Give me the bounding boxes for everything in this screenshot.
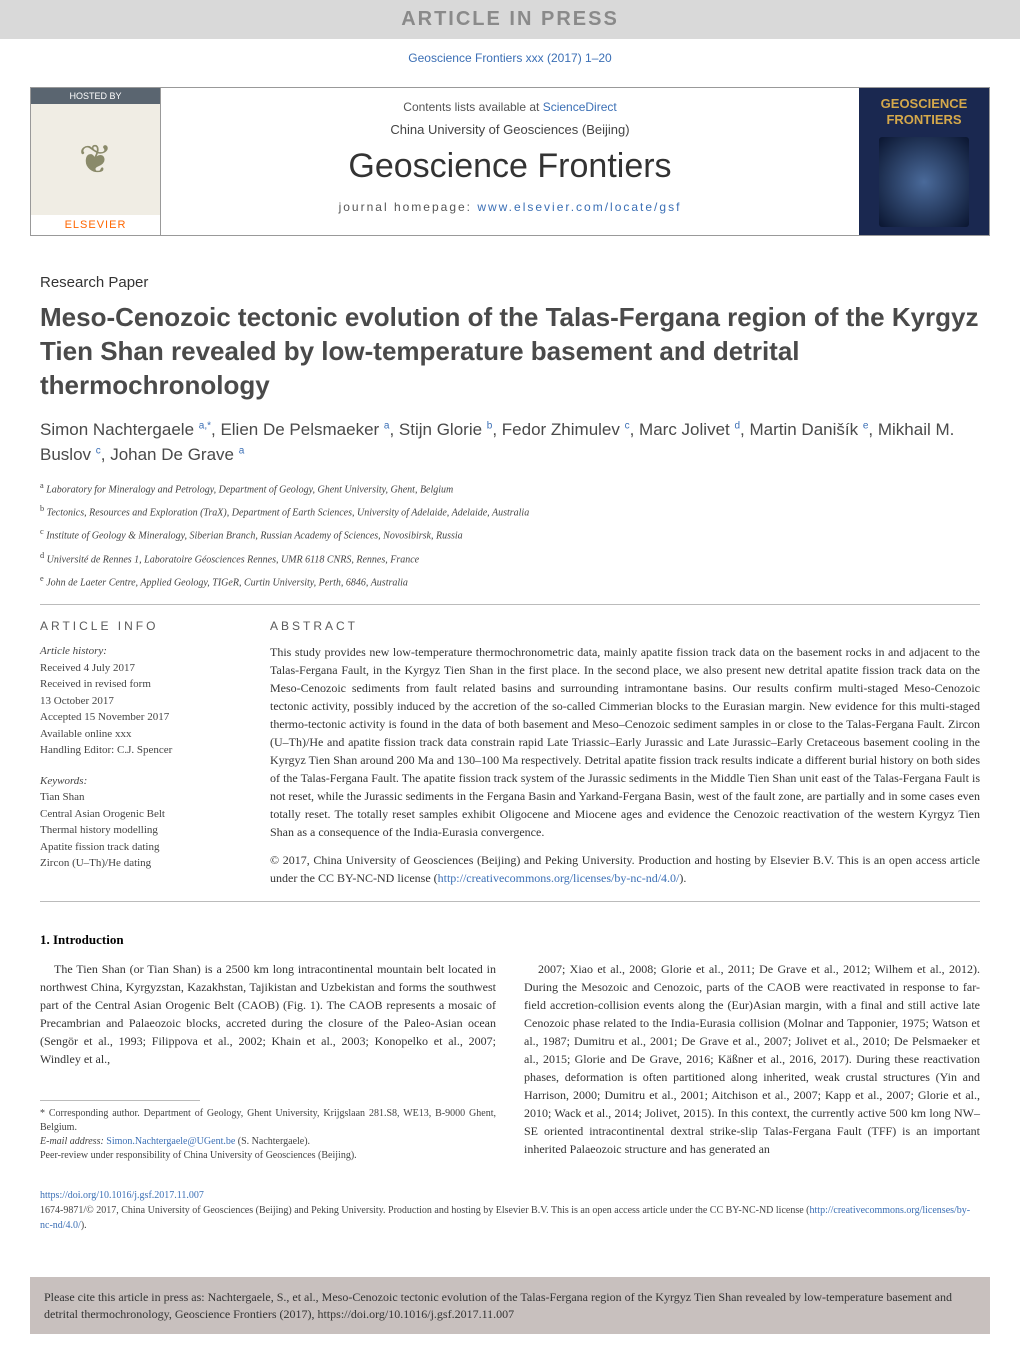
keyword: Zircon (U–Th)/He dating xyxy=(40,857,151,869)
info-abstract-row: ARTICLE INFO Article history: Received 4… xyxy=(40,619,980,887)
homepage-prefix: journal homepage: xyxy=(339,200,478,214)
email-suffix: (S. Nachtergaele). xyxy=(235,1136,310,1147)
abstract-heading: ABSTRACT xyxy=(270,619,980,633)
keyword: Central Asian Orogenic Belt xyxy=(40,808,165,820)
affiliation-line: e John de Laeter Centre, Applied Geology… xyxy=(40,573,980,590)
peer-review-line: Peer-review under responsibility of Chin… xyxy=(40,1149,496,1163)
homepage-line: journal homepage: www.elsevier.com/locat… xyxy=(173,200,847,214)
history-line: Accepted 15 November 2017 xyxy=(40,711,169,723)
corresponding-author: * Corresponding author. Department of Ge… xyxy=(40,1107,496,1135)
history-line: Available online xxx xyxy=(40,728,131,740)
history-line: Received 4 July 2017 xyxy=(40,662,135,674)
university-line: China University of Geosciences (Beijing… xyxy=(173,122,847,137)
keyword: Tian Shan xyxy=(40,791,85,803)
intro-body: The Tien Shan (or Tian Shan) is a 2500 k… xyxy=(40,960,980,1166)
copyright-close: ). xyxy=(679,871,686,885)
sciencedirect-link[interactable]: ScienceDirect xyxy=(543,100,617,114)
email-link[interactable]: Simon.Nachtergaele@UGent.be xyxy=(106,1136,235,1147)
license-link[interactable]: http://creativecommons.org/licenses/by-n… xyxy=(438,871,680,885)
header-center: Contents lists available at ScienceDirec… xyxy=(161,88,859,235)
elsevier-tree-icon: ❦ xyxy=(31,104,160,215)
abstract-text: This study provides new low-temperature … xyxy=(270,643,980,841)
doi-block: https://doi.org/10.1016/j.gsf.2017.11.00… xyxy=(40,1184,980,1233)
hosted-by-column: HOSTED BY ❦ ELSEVIER xyxy=(31,88,161,235)
cite-this-article-box: Please cite this article in press as: Na… xyxy=(30,1277,990,1335)
intro-paragraph-1: The Tien Shan (or Tian Shan) is a 2500 k… xyxy=(40,960,496,1068)
elsevier-label: ELSEVIER xyxy=(31,215,160,235)
corresponding-author-block: * Corresponding author. Department of Ge… xyxy=(40,1086,496,1163)
journal-cover: GEOSCIENCE FRONTIERS xyxy=(859,88,989,235)
affiliation-line: a Laboratory for Mineralogy and Petrolog… xyxy=(40,480,980,497)
abstract-column: ABSTRACT This study provides new low-tem… xyxy=(270,619,980,887)
affiliations-block: a Laboratory for Mineralogy and Petrolog… xyxy=(40,480,980,591)
email-line: E-mail address: Simon.Nachtergaele@UGent… xyxy=(40,1135,496,1149)
history-line: 13 October 2017 xyxy=(40,695,114,707)
homepage-link[interactable]: www.elsevier.com/locate/gsf xyxy=(477,200,681,214)
introduction-heading: 1. Introduction xyxy=(40,932,980,948)
divider xyxy=(40,901,980,902)
journal-header: HOSTED BY ❦ ELSEVIER Contents lists avai… xyxy=(30,87,990,236)
keywords-block: Keywords: Tian Shan Central Asian Orogeni… xyxy=(40,773,240,872)
keyword: Apatite fission track dating xyxy=(40,841,159,853)
cover-title: GEOSCIENCE FRONTIERS xyxy=(867,96,981,127)
history-line: Handling Editor: C.J. Spencer xyxy=(40,744,172,756)
divider xyxy=(40,604,980,605)
contents-line: Contents lists available at ScienceDirec… xyxy=(173,100,847,114)
doi-link[interactable]: https://doi.org/10.1016/j.gsf.2017.11.00… xyxy=(40,1190,204,1201)
affiliation-line: b Tectonics, Resources and Exploration (… xyxy=(40,503,980,520)
email-label: E-mail address: xyxy=(40,1136,106,1147)
abstract-copyright: © 2017, China University of Geosciences … xyxy=(270,851,980,887)
in-press-banner: ARTICLE IN PRESS xyxy=(0,0,1020,39)
issn-copyright: 1674-9871/© 2017, China University of Ge… xyxy=(40,1205,810,1216)
affiliation-line: d Université de Rennes 1, Laboratoire Gé… xyxy=(40,550,980,567)
keyword: Thermal history modelling xyxy=(40,824,158,836)
cover-art-icon xyxy=(879,137,969,227)
footnote-rule xyxy=(40,1100,200,1101)
citation-line: Geoscience Frontiers xxx (2017) 1–20 xyxy=(0,39,1020,77)
journal-name: Geoscience Frontiers xyxy=(173,147,847,186)
introduction-section: 1. Introduction The Tien Shan (or Tian S… xyxy=(40,932,980,1166)
intro-paragraph-2: 2007; Xiao et al., 2008; Glorie et al., … xyxy=(524,960,980,1158)
authors-line: Simon Nachtergaele a,*, Elien De Pelsmae… xyxy=(40,417,980,468)
hosted-by-label: HOSTED BY xyxy=(31,88,160,104)
article-history-block: Article history: Received 4 July 2017 Rec… xyxy=(40,643,240,759)
issn-close: ). xyxy=(81,1220,87,1231)
contents-prefix: Contents lists available at xyxy=(403,100,542,114)
affiliation-line: c Institute of Geology & Mineralogy, Sib… xyxy=(40,526,980,543)
paper-type-label: Research Paper xyxy=(40,274,980,291)
history-label: Article history: xyxy=(40,645,107,657)
article-info-column: ARTICLE INFO Article history: Received 4… xyxy=(40,619,240,887)
article-info-heading: ARTICLE INFO xyxy=(40,619,240,633)
article-title: Meso-Cenozoic tectonic evolution of the … xyxy=(40,301,980,402)
main-content: Research Paper Meso-Cenozoic tectonic ev… xyxy=(0,246,1020,1263)
history-line: Received in revised form xyxy=(40,678,151,690)
keywords-label: Keywords: xyxy=(40,775,87,787)
